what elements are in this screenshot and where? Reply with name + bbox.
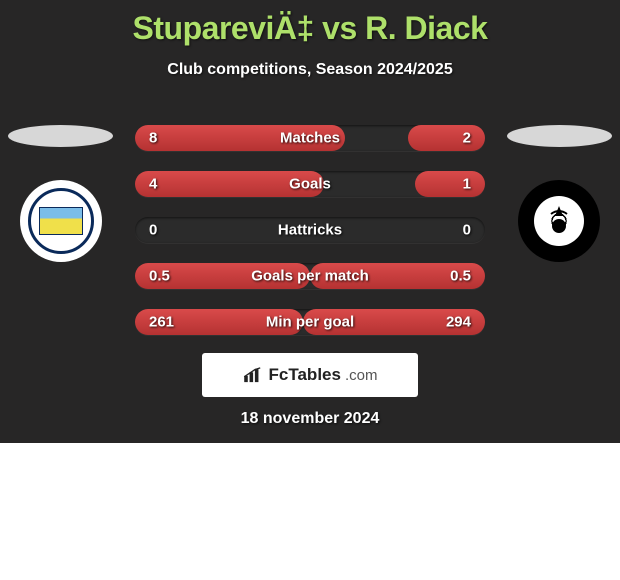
bar-chart-icon [243,367,265,383]
shadow-oval-right [507,125,612,147]
page-title: StupareviÄ‡ vs R. Diack [0,0,620,47]
shadow-oval-left [8,125,113,147]
club-right-crest [534,196,584,246]
stat-fill-right [415,171,485,197]
thistle-icon [542,204,576,238]
club-left-crest [28,188,94,254]
stat-label: Matches [280,130,340,147]
club-logo-left [20,180,102,262]
stat-value-right: 0 [463,222,471,239]
date-label: 18 november 2024 [241,410,380,428]
club-logo-right [518,180,600,262]
stats-container: 8 2 Matches 4 1 Goals 0 0 Hattricks 0.5 0.5 Goals p… [135,125,485,355]
stat-value-left: 261 [149,314,174,331]
stat-value-right: 294 [446,314,471,331]
brand-footer[interactable]: FcTables.com [202,353,418,397]
stat-label: Goals [289,176,331,193]
stat-label: Min per goal [266,314,354,331]
stat-label: Goals per match [251,268,369,285]
stat-value-left: 0.5 [149,268,170,285]
stat-value-right: 1 [463,176,471,193]
stat-row: 4 1 Goals [135,171,485,197]
stat-row: 0 0 Hattricks [135,217,485,243]
stat-fill-right [408,125,485,151]
brand-suffix: .com [345,367,378,384]
stat-value-right: 2 [463,130,471,147]
club-left-shield-icon [39,207,83,235]
subtitle: Club competitions, Season 2024/2025 [0,61,620,79]
stat-row: 261 294 Min per goal [135,309,485,335]
brand-name: FcTables [269,365,341,385]
stat-value-left: 4 [149,176,157,193]
stat-value-left: 8 [149,130,157,147]
stat-value-left: 0 [149,222,157,239]
stat-label: Hattricks [278,222,342,239]
stat-row: 0.5 0.5 Goals per match [135,263,485,289]
comparison-card: StupareviÄ‡ vs R. Diack Club competition… [0,0,620,443]
stat-row: 8 2 Matches [135,125,485,151]
stat-value-right: 0.5 [450,268,471,285]
